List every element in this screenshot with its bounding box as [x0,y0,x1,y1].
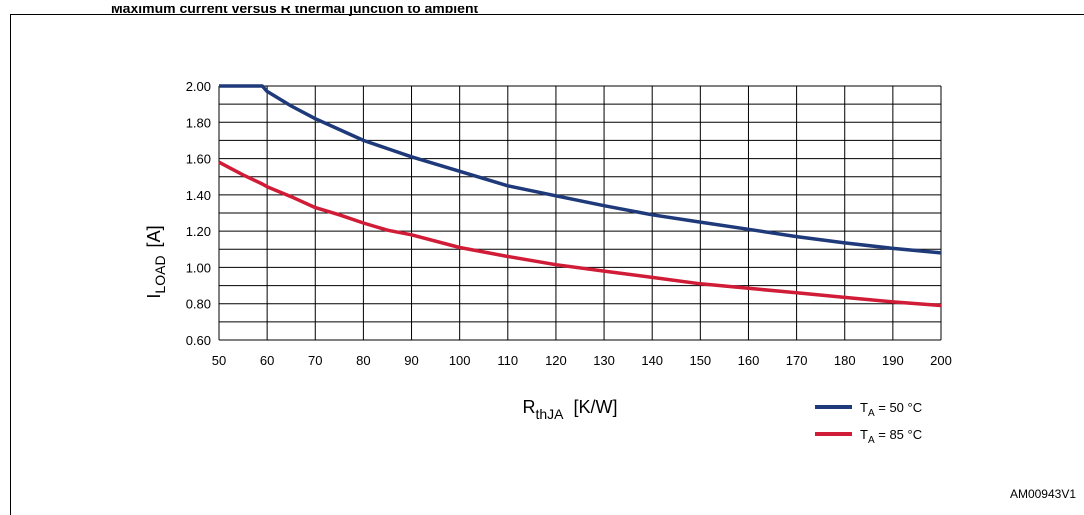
legend: TA = 50 °C TA = 85 °C [815,400,922,446]
x-tick-label: 100 [449,353,471,368]
x-tick-label: 120 [545,353,567,368]
x-tick-label: 80 [356,353,370,368]
x-tick-label: 180 [834,353,856,368]
x-tick-labels: 50 60 70 80 90 100 110 120 130 140 150 160 170 180 190… [212,353,952,368]
x-tick-label: 110 [497,353,518,368]
y-tick-label: 0.80 [186,297,211,312]
y-tick-label: 1.20 [186,224,211,239]
x-tick-label: 190 [882,353,904,368]
x-tick-label: 90 [404,353,418,368]
x-tick-label: 60 [260,353,274,368]
y-tick-label: 1.80 [186,115,211,130]
legend-label-85c: TA = 85 °C [860,427,922,446]
figure-title: Maximum current versus R thermal junctio… [111,6,478,18]
x-tick-label: 130 [593,353,615,368]
x-tick-label: 170 [786,353,808,368]
figure-frame: Maximum current versus R thermal junctio… [10,6,1084,515]
figure-code: AM00943V1 [1009,487,1076,501]
x-tick-label: 50 [212,353,226,368]
series-line-85c [218,160,942,308]
y-axis-label: ILOAD[A] [144,225,168,298]
figure-title-text: Maximum current versus R thermal junctio… [111,6,479,16]
y-tick-label: 1.00 [186,260,211,275]
x-tick-label: 150 [689,353,711,368]
y-tick-label: 1.40 [186,188,211,203]
grid [218,85,942,341]
x-axis-label: RthJA [K/W] [522,397,617,422]
x-tick-label: 160 [738,353,760,368]
y-tick-label: 1.60 [186,152,211,167]
x-tick-label: 200 [930,353,952,368]
y-tick-label: 0.60 [186,333,211,348]
x-tick-label: 70 [308,353,322,368]
y-tick-labels: 0.60 0.80 1.00 1.20 1.40 1.60 1.80 2.00 [186,79,211,348]
series-lines [218,84,942,308]
legend-label-50c: TA = 50 °C [860,400,922,419]
y-tick-label: 2.00 [186,79,211,94]
series-line-50c [219,84,942,255]
x-tick-label: 140 [641,353,663,368]
